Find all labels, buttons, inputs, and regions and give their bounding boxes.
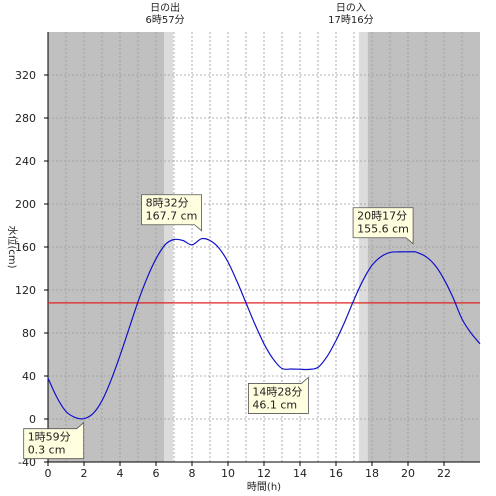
y-tick-label: 240: [15, 155, 36, 168]
x-tick-label: 20: [401, 467, 415, 480]
y-tick-label: 80: [22, 327, 36, 340]
x-tick-label: 18: [365, 467, 379, 480]
annotation-time: 1時59分: [28, 431, 71, 444]
sunset-time: 17時16分: [328, 14, 373, 26]
annotation-box: [248, 376, 309, 414]
annotation-time: 8時32分: [146, 197, 189, 210]
x-tick-label: 14: [293, 467, 307, 480]
annotation-box: [23, 421, 85, 460]
y-tick-label: -40: [18, 456, 36, 469]
y-axis-label: 水位(cm): [6, 225, 19, 268]
x-tick-label: 6: [153, 467, 160, 480]
y-tick-label: 120: [15, 284, 36, 297]
x-axis-label: 時間(h): [247, 481, 281, 493]
axes: -40 0 40 80 120 160 200 240 280 320 0 2 4 6 8 10 12 14 16 1…: [15, 32, 480, 480]
sunset-title: 日の入: [336, 3, 366, 14]
x-tick-label: 0: [45, 467, 52, 480]
annotation-box: [141, 194, 202, 232]
x-tick-label: 10: [221, 467, 235, 480]
annotation-time: 20時17分: [357, 210, 407, 223]
annotation-box: [352, 207, 414, 245]
grid-lines: [48, 32, 480, 462]
annotation-value: 46.1 cm: [252, 398, 297, 411]
y-tick-label: 40: [22, 370, 36, 383]
y-tick-label: 160: [15, 241, 36, 254]
annotation-time: 14時28分: [252, 385, 302, 398]
x-tick-label: 4: [117, 467, 124, 480]
tide-series-line: [47, 237, 481, 420]
x-tick-label: 12: [257, 467, 271, 480]
x-tick-label: 16: [329, 467, 343, 480]
sunrise-title: 日の出: [150, 1, 180, 14]
annotation-value: 167.7 cm: [146, 210, 198, 223]
x-tick-label: 8: [189, 467, 196, 480]
y-tick-label: 320: [15, 69, 36, 82]
series-group: [47, 237, 481, 420]
annotation-value: 0.3 cm: [28, 444, 66, 457]
y-tick-label: 280: [15, 112, 36, 125]
x-tick-label: 22: [437, 467, 451, 480]
y-tick-label: 0: [29, 413, 36, 426]
annotation-value: 155.6 cm: [357, 223, 409, 236]
y-tick-label: 200: [15, 198, 36, 211]
sunrise-time: 6時57分: [146, 14, 185, 26]
x-tick-label: 2: [81, 467, 88, 480]
